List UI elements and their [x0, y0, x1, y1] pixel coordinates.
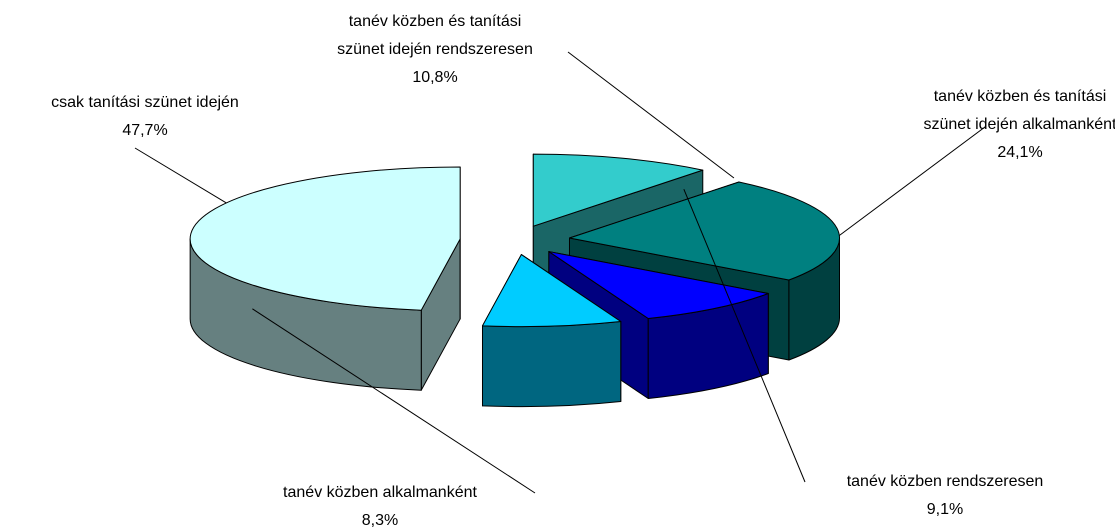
label-line: tanév közben és tanítási — [349, 13, 522, 30]
value-label: 9,1% — [927, 501, 963, 518]
label-line: szünet idején rendszeresen — [337, 41, 533, 58]
leader-line — [567, 51, 735, 179]
slice-top — [532, 153, 704, 227]
label-line: szünet idején alkalmanként — [923, 116, 1115, 133]
label-line: tanév közben és tanítási — [934, 88, 1107, 105]
value-label: 8,3% — [362, 512, 398, 529]
leader-line — [683, 189, 806, 483]
value-label: 24,1% — [997, 144, 1042, 161]
slice-label: tanév közben alkalmanként — [283, 484, 477, 501]
label-line: csak tanítási szünet idején — [51, 94, 239, 111]
label-line: tanév közben alkalmanként — [283, 484, 477, 501]
slice-label: tanév közben és tanítási szünet idején al… — [923, 88, 1115, 133]
slice — [189, 166, 461, 391]
slice-label: csak tanítási szünet idején — [51, 94, 239, 111]
label-line: tanév közben rendszeresen — [847, 473, 1044, 490]
leader-line — [839, 126, 986, 236]
value-label: 10,8% — [412, 69, 457, 86]
slice-top — [189, 166, 461, 311]
leader-line — [252, 308, 536, 494]
slice-top — [568, 181, 840, 281]
slice-label: tanév közben és tanítási szünet idején re… — [337, 13, 533, 58]
slice-top — [481, 254, 622, 328]
value-label: 47,7% — [122, 122, 167, 139]
slice — [481, 254, 622, 408]
slice-label: tanév közben rendszeresen — [847, 473, 1044, 490]
slice-top — [548, 251, 769, 320]
slice-side — [481, 321, 622, 408]
leader-line — [134, 147, 227, 204]
